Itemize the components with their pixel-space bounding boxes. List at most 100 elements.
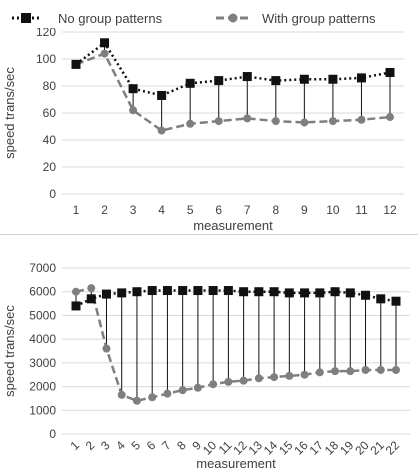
data-point-with-group xyxy=(102,344,111,353)
data-point-with-group xyxy=(254,374,263,383)
data-point-no-group xyxy=(101,289,111,299)
x-tick-label: 12 xyxy=(383,203,397,217)
x-tick-label: 6 xyxy=(144,438,159,453)
data-point-no-group xyxy=(345,288,355,298)
data-point-no-group xyxy=(178,286,188,296)
data-point-no-group xyxy=(356,73,366,83)
x-tick-label: 8 xyxy=(174,438,189,453)
data-point-with-group xyxy=(270,373,279,382)
y-tick-label: 2000 xyxy=(29,380,56,394)
x-tick-label: 2 xyxy=(83,438,98,453)
data-point-with-group xyxy=(132,396,141,405)
data-point-with-group xyxy=(129,106,138,115)
y-tick-label: 5000 xyxy=(29,308,56,322)
data-point-no-group xyxy=(162,286,172,296)
y-tick-label: 60 xyxy=(43,106,57,120)
legend-marker-square xyxy=(21,13,31,23)
data-point-no-group xyxy=(128,84,138,94)
data-point-with-group xyxy=(186,119,195,128)
data-point-with-group xyxy=(243,114,252,123)
data-point-no-group xyxy=(242,72,252,82)
data-point-with-group xyxy=(193,383,202,392)
data-point-with-group xyxy=(392,365,400,374)
data-point-with-group xyxy=(285,371,294,380)
data-point-with-group xyxy=(300,370,309,379)
legend-label-with-group: With group patterns xyxy=(262,11,376,26)
data-point-with-group xyxy=(315,368,324,377)
data-point-no-group xyxy=(223,286,233,296)
data-point-no-group xyxy=(193,286,203,296)
data-point-no-group xyxy=(157,90,167,100)
legend-marker-circle xyxy=(228,13,238,23)
y-tick-label: 0 xyxy=(49,427,56,441)
data-point-with-group xyxy=(157,126,166,135)
data-point-with-group xyxy=(271,117,280,126)
data-point-no-group xyxy=(71,301,81,311)
data-point-with-group xyxy=(178,386,187,395)
data-point-no-group xyxy=(269,287,279,297)
y-tick-label: 1000 xyxy=(29,403,56,417)
data-point-no-group xyxy=(391,296,401,306)
data-point-no-group xyxy=(117,288,127,298)
data-point-with-group xyxy=(331,367,340,376)
data-point-with-group xyxy=(346,367,355,376)
data-point-no-group xyxy=(100,38,110,48)
x-tick-label: 1 xyxy=(67,438,82,453)
data-point-with-group xyxy=(209,380,218,389)
data-point-no-group xyxy=(71,59,81,69)
legend-entry-with-group: With group patterns xyxy=(216,11,376,26)
chart-legend: No group patterns With group patterns xyxy=(12,11,376,26)
legend-entry-no-group: No group patterns xyxy=(12,11,163,26)
data-point-with-group xyxy=(163,389,172,398)
series-line-with-group xyxy=(75,52,391,132)
y-tick-label: 120 xyxy=(36,28,56,39)
x-tick-label: 3 xyxy=(130,203,137,217)
y-tick-label: 20 xyxy=(43,160,57,174)
x-axis-title: measurement xyxy=(193,218,273,233)
data-point-no-group xyxy=(239,287,249,297)
x-tick-label: 1 xyxy=(73,203,80,217)
data-point-with-group xyxy=(361,365,370,374)
data-point-with-group xyxy=(357,115,366,124)
series-line-no-group xyxy=(75,40,391,97)
chart-divider xyxy=(0,234,418,235)
x-tick-label: 4 xyxy=(113,438,128,453)
data-point-no-group xyxy=(254,287,264,297)
data-point-with-group xyxy=(300,118,309,127)
data-point-no-group xyxy=(147,286,157,296)
data-point-no-group xyxy=(376,294,386,304)
x-axis-title: measurement xyxy=(196,456,276,471)
legend-label-no-group: No group patterns xyxy=(58,11,163,26)
data-point-with-group xyxy=(224,377,233,386)
data-point-no-group xyxy=(361,290,371,300)
data-point-with-group xyxy=(72,287,80,296)
y-tick-label: 3000 xyxy=(29,356,56,370)
data-point-no-group xyxy=(315,288,325,298)
x-tick-label: 2 xyxy=(101,203,108,217)
x-tick-label: 11 xyxy=(355,203,368,217)
x-tick-label: 5 xyxy=(187,203,194,217)
x-tick-label: 10 xyxy=(326,203,340,217)
x-tick-label: 5 xyxy=(128,438,143,453)
x-tick-label: 4 xyxy=(158,203,165,217)
y-axis-title: speed trans/sec xyxy=(2,67,17,159)
x-tick-label: 22 xyxy=(383,438,403,458)
data-point-no-group xyxy=(208,286,218,296)
y-tick-label: 7000 xyxy=(29,261,56,275)
data-point-no-group xyxy=(86,294,96,304)
x-tick-label: 8 xyxy=(272,203,279,217)
data-point-no-group xyxy=(328,74,338,84)
data-point-with-group xyxy=(117,390,126,399)
series-line-with-group xyxy=(75,286,396,403)
y-axis-title: speed trans/sec xyxy=(2,305,17,397)
x-tick-label: 3 xyxy=(98,438,113,453)
data-point-no-group xyxy=(132,287,142,297)
data-point-with-group xyxy=(376,365,385,374)
data-point-with-group xyxy=(328,117,337,126)
y-tick-label: 100 xyxy=(36,52,56,66)
x-tick-label: 6 xyxy=(215,203,222,217)
data-point-no-group xyxy=(330,287,340,297)
data-point-no-group xyxy=(271,76,281,86)
